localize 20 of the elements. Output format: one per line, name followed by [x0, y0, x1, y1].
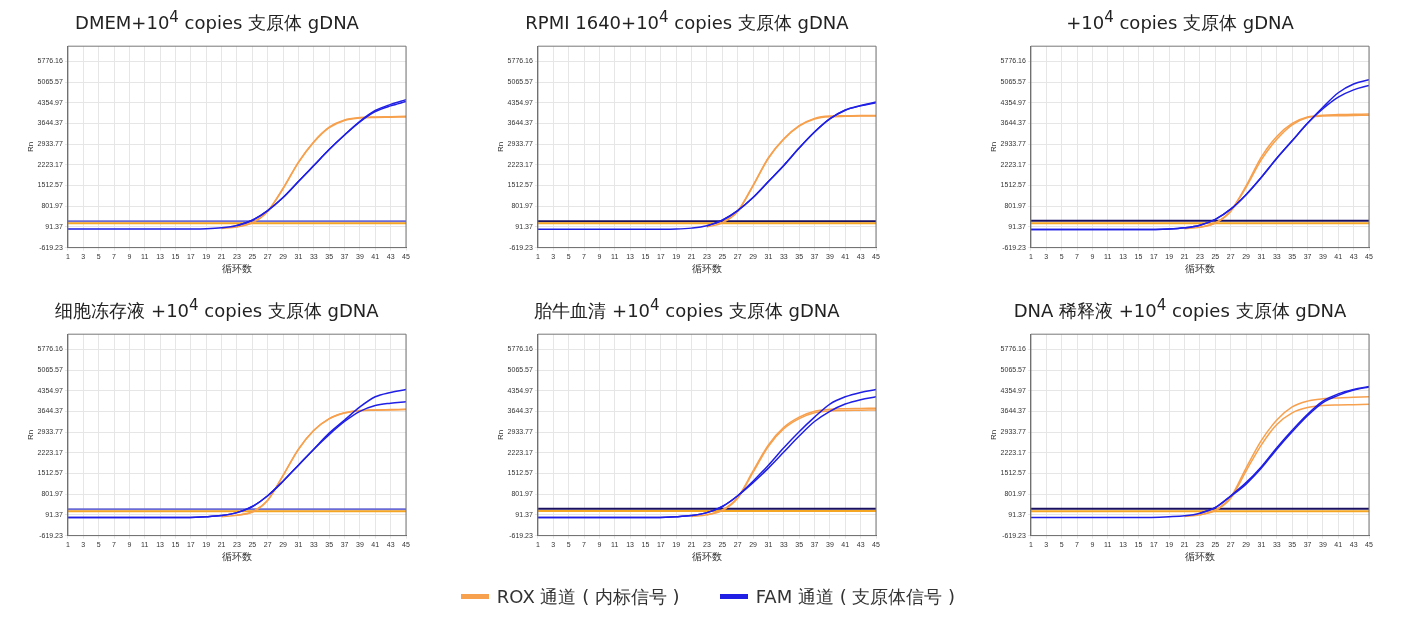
y-axis-title: Rn	[26, 141, 35, 153]
y-axis-title: Rn	[989, 429, 998, 441]
x-axis-title: 循环数	[1184, 262, 1215, 274]
chart-title: DNA 稀释液 +10$^{4}$ copies 支原体 gDNA	[1012, 296, 1348, 323]
chart-title: 胎牛血清 +10$^{4}$ copies 支原体 gDNA	[533, 296, 841, 323]
x-axis-title: 循环数	[221, 550, 252, 562]
y-axis-title: Rn	[496, 141, 505, 153]
y-axis-title: Rn	[26, 429, 35, 441]
y-axis-title: Rn	[989, 141, 998, 153]
x-axis-title: 循环数	[1184, 550, 1215, 562]
y-axis-title: Rn	[496, 429, 505, 441]
legend-label: ROX 通道 ( 内标信号 )	[496, 584, 680, 609]
chart-title: DMEM+10$^{4}$ copies 支原体 gDNA	[74, 8, 360, 35]
chart-title: +10$^{4}$ copies 支原体 gDNA	[1065, 8, 1295, 35]
x-axis-title: 循环数	[691, 550, 722, 562]
chart-title: 细胞冻存液 +10$^{4}$ copies 支原体 gDNA	[54, 296, 380, 323]
chart-title: RPMI 1640+10$^{4}$ copies 支原体 gDNA	[524, 8, 850, 35]
x-axis-title: 循环数	[221, 262, 252, 274]
x-axis-title: 循环数	[691, 262, 722, 274]
legend-label: FAM 通道 ( 支原体信号 )	[755, 584, 956, 609]
